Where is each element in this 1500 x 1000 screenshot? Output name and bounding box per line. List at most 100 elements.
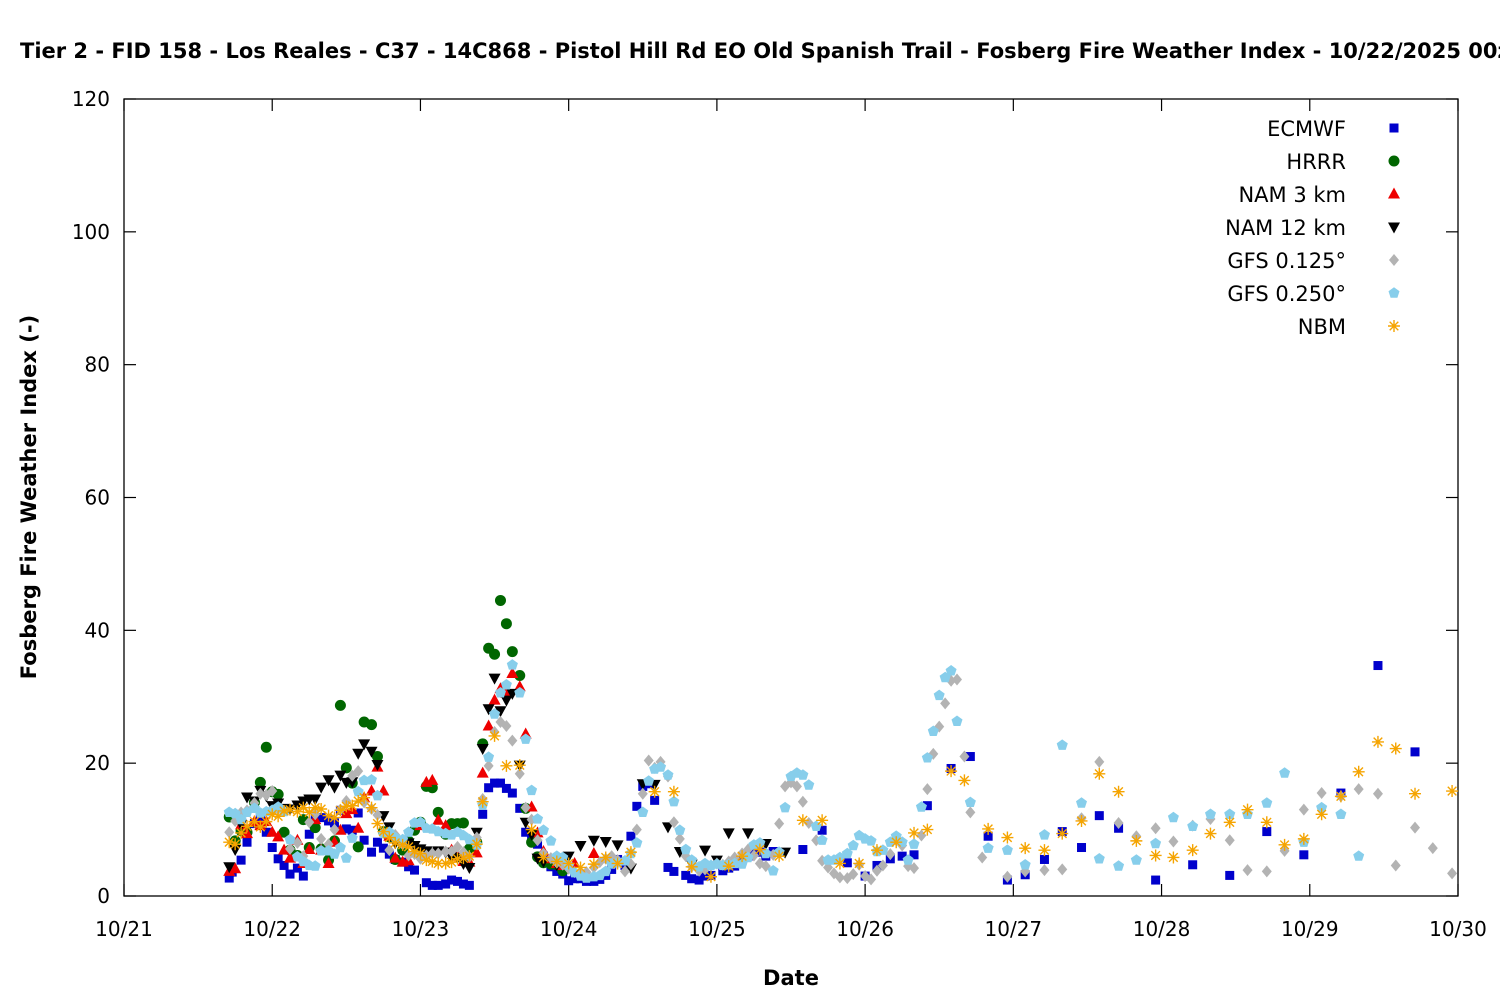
legend-label: NAM 3 km	[1238, 183, 1346, 207]
data-point	[483, 751, 495, 762]
data-point	[352, 821, 365, 833]
data-point	[908, 826, 921, 839]
data-point	[432, 813, 445, 825]
data-point	[1352, 765, 1365, 778]
data-point	[358, 774, 370, 786]
data-point	[420, 854, 433, 867]
data-point	[315, 802, 328, 815]
data-point	[463, 862, 476, 874]
data-point	[952, 673, 963, 686]
y-tick-label: 100	[72, 220, 110, 244]
data-point	[309, 801, 322, 814]
data-point	[284, 851, 297, 863]
data-point	[267, 785, 278, 798]
data-point	[236, 855, 246, 865]
data-point	[353, 808, 363, 818]
data-point	[921, 752, 933, 763]
data-point	[1112, 785, 1125, 798]
x-tick-label: 10/24	[540, 917, 598, 941]
data-point	[853, 857, 866, 870]
data-point	[650, 795, 660, 805]
data-point	[532, 834, 543, 847]
data-point	[1130, 834, 1143, 847]
data-point	[1151, 875, 1161, 885]
data-point	[463, 850, 476, 863]
data-point	[452, 840, 463, 853]
data-point	[322, 775, 335, 787]
data-point	[414, 847, 427, 860]
data-point	[1353, 783, 1364, 796]
data-point	[358, 739, 371, 751]
data-point	[223, 862, 236, 874]
x-tick-label: 10/30	[1429, 917, 1487, 941]
legend-label: GFS 0.250°	[1227, 282, 1346, 306]
data-point	[977, 851, 988, 864]
data-point	[624, 846, 637, 859]
data-point	[632, 801, 642, 811]
data-point	[1446, 785, 1459, 798]
data-point	[982, 822, 995, 835]
data-point	[310, 808, 321, 821]
data-point	[488, 693, 501, 705]
data-point	[587, 858, 600, 871]
data-point	[515, 803, 525, 813]
data-point	[447, 875, 457, 885]
data-point	[514, 687, 526, 698]
data-point	[574, 861, 587, 874]
data-point	[328, 782, 341, 794]
data-point	[661, 822, 674, 834]
data-point	[284, 833, 296, 845]
data-point	[322, 809, 335, 822]
data-point	[414, 816, 426, 827]
data-point	[833, 857, 846, 870]
data-point	[359, 835, 369, 845]
data-point	[1334, 790, 1347, 803]
legend-label: GFS 0.125°	[1227, 249, 1346, 273]
data-point	[421, 878, 431, 888]
data-point	[254, 776, 266, 788]
data-point	[637, 787, 648, 800]
legend-marker	[1389, 254, 1399, 266]
data-point	[278, 804, 291, 817]
data-point	[1076, 797, 1087, 808]
data-point	[261, 827, 271, 837]
data-point	[1094, 755, 1105, 768]
data-point	[346, 777, 359, 789]
data-point	[1205, 808, 1216, 819]
data-point	[224, 873, 234, 883]
data-point	[440, 845, 451, 858]
data-point	[1261, 865, 1272, 878]
data-point	[834, 871, 845, 884]
data-point	[1039, 854, 1049, 864]
data-point	[223, 836, 236, 849]
data-point	[488, 673, 501, 685]
data-point	[1038, 829, 1050, 840]
data-point	[767, 865, 779, 876]
data-point	[494, 706, 507, 718]
data-point	[506, 659, 518, 670]
data-point	[1130, 854, 1142, 865]
data-point	[933, 689, 945, 701]
data-point	[1094, 811, 1104, 821]
data-point	[1093, 767, 1106, 780]
data-point	[513, 680, 526, 692]
data-point	[1261, 797, 1273, 808]
data-point	[484, 783, 494, 793]
data-point	[662, 769, 674, 780]
data-point	[367, 847, 377, 857]
data-point	[674, 832, 685, 845]
data-point	[292, 836, 303, 849]
data-point	[1298, 803, 1309, 816]
data-point	[495, 778, 505, 788]
data-point	[445, 856, 458, 869]
data-point	[668, 816, 679, 829]
chart-title: Tier 2 - FID 158 - Los Reales - C37 - 14…	[20, 39, 1500, 63]
data-point	[538, 824, 549, 835]
data-point	[489, 708, 501, 719]
data-point	[1167, 811, 1179, 823]
data-point	[458, 879, 468, 889]
data-point	[506, 667, 519, 679]
data-point	[352, 841, 364, 853]
data-point	[760, 847, 772, 859]
data-point	[235, 826, 248, 839]
